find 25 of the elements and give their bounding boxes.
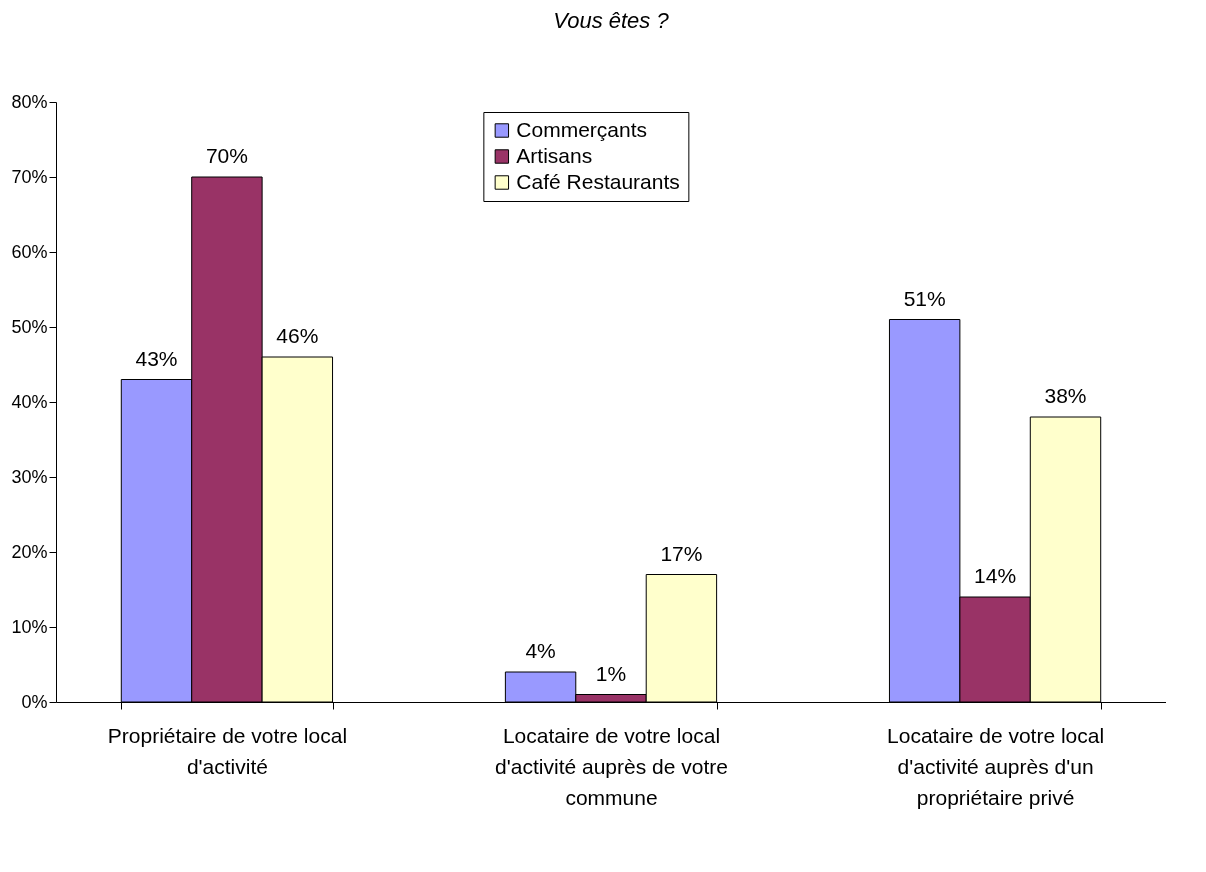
data-label: 4% <box>525 639 556 662</box>
y-tick-label: 10% <box>11 616 48 637</box>
data-label: 14% <box>974 564 1017 587</box>
legend-label: Commerçants <box>516 117 648 141</box>
y-tick-label: 40% <box>11 391 48 412</box>
y-tick-label: 30% <box>11 466 48 487</box>
legend-label: Café Restaurants <box>516 169 680 193</box>
y-tick-label: 80% <box>11 91 48 112</box>
data-label: 70% <box>205 144 248 167</box>
data-label: 51% <box>903 286 946 310</box>
x-tick-label: Locataire de votre local d'activité auprès d'un propriétaire privé <box>887 723 1105 809</box>
x-tick-label: Propriétaire de votre local d'activité <box>107 723 348 778</box>
x-tick-label: Locataire de votre local d'activité auprès de votre commune <box>495 723 728 809</box>
y-tick-label: 70% <box>11 166 48 187</box>
y-tick-label: 0% <box>21 691 48 712</box>
data-label: 38% <box>1044 384 1087 407</box>
y-tick-label: 50% <box>11 316 48 337</box>
data-label: 43% <box>135 346 178 370</box>
data-label: 46% <box>276 324 319 347</box>
chart-title: Vous êtes ? <box>553 8 670 33</box>
data-label: 1% <box>595 661 627 685</box>
y-tick-label: 20% <box>11 541 48 562</box>
y-tick-label: 60% <box>11 241 48 262</box>
legend-label: Artisans <box>516 143 593 167</box>
data-label: 17% <box>660 541 703 565</box>
